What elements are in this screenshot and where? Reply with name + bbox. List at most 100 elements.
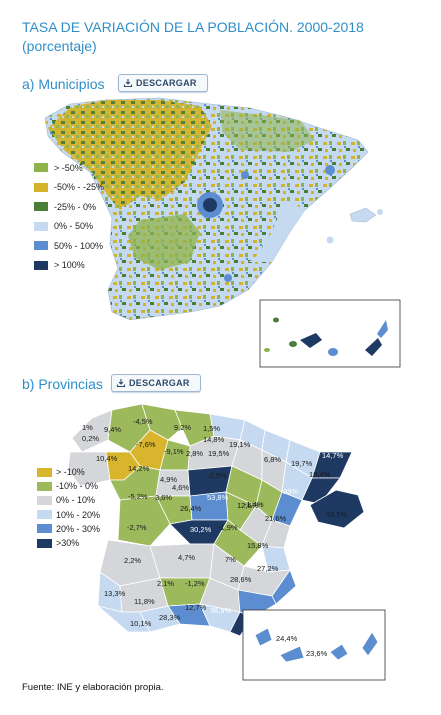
legend-provincias: > -10% -10% - 0% 0% - 10% 10% - 20% 20% - 30… — [37, 465, 100, 550]
legend-item: > -50% — [34, 158, 104, 178]
province-label: 4,9% — [160, 475, 177, 484]
legend-swatch — [34, 241, 48, 251]
legend-item: > 100% — [34, 256, 104, 276]
legend-swatch — [37, 481, 52, 491]
legend-municipios: > -50% -50% - -25% -25% - 0% 0% - 50% 50% - … — [34, 158, 104, 275]
legend-item: -50% - -25% — [34, 178, 104, 198]
province-label: 10,1% — [130, 619, 152, 628]
download-button-label: DESCARGAR — [136, 78, 197, 88]
province-label: -1,4% — [244, 500, 264, 509]
province-label: 24,4% — [276, 634, 298, 643]
download-icon — [123, 79, 133, 88]
legend-label: 20% - 30% — [56, 523, 101, 534]
legend-label: 50% - 100% — [54, 240, 104, 251]
legend-item: 0% - 10% — [37, 493, 100, 507]
province-label: -1,9% — [218, 523, 238, 532]
province-value-labels: 1% 9,4% -4,5% 9,2% 1,5% 14,8% 19,1% 0,2%… — [82, 417, 348, 658]
legend-swatch — [34, 260, 48, 270]
province-label: 1,5% — [203, 424, 220, 433]
province-label: 9,4% — [104, 425, 121, 434]
source-footer: Fuente: INE y elaboración propia. — [22, 682, 164, 693]
page-title: TASA DE VARIACIÓN DE LA POBLACIÓN. 2000-… — [22, 18, 422, 56]
province-label: 14,8% — [203, 435, 225, 444]
legend-label: > -10% — [56, 467, 85, 478]
section-a-label: a) Municipios — [22, 76, 105, 92]
province-label: -5,2% — [128, 492, 148, 501]
download-button-label: DESCARGAR — [129, 378, 190, 388]
legend-swatch — [37, 467, 52, 477]
province-label: 2,1% — [157, 579, 174, 588]
municipios-map — [44, 97, 401, 368]
province-label: 23,6% — [306, 649, 328, 658]
province-label: 15,8% — [247, 541, 269, 550]
province-label: 12,7% — [185, 603, 207, 612]
legend-swatch — [34, 163, 48, 173]
province-label: 21,6% — [265, 514, 287, 523]
province-label: 2,8% — [186, 449, 203, 458]
provincias-map — [67, 403, 386, 681]
legend-label: 0% - 10% — [56, 495, 96, 506]
province-label: 10,4% — [96, 454, 118, 463]
province-label: -9,1% — [164, 447, 184, 456]
province-label: 19,4% — [309, 470, 331, 479]
province-label: 33,5% — [326, 510, 348, 519]
province-label: 0,2% — [82, 434, 99, 443]
legend-label: > -50% — [54, 162, 83, 173]
province-label: 2,2% — [124, 556, 141, 565]
legend-label: >30% — [56, 538, 80, 549]
province-label: -2,5% — [207, 471, 227, 480]
province-label: 1% — [82, 423, 93, 432]
legend-item: > -10% — [37, 465, 100, 479]
legend-swatch — [34, 182, 48, 192]
province-label: 4,7% — [178, 553, 195, 562]
province-label: 7% — [225, 555, 236, 564]
legend-label: -25% - 0% — [54, 201, 97, 212]
province-label: 30,2% — [190, 525, 212, 534]
province-label: 14,7% — [322, 451, 344, 460]
province-label: 6,8% — [264, 455, 281, 464]
province-label: 3,6% — [155, 493, 172, 502]
province-label: 26,4% — [180, 504, 202, 513]
legend-swatch — [37, 538, 52, 548]
legend-label: 10% - 20% — [56, 509, 101, 520]
legend-swatch — [37, 524, 52, 534]
title-line: TASA DE VARIACIÓN DE LA POBLACIÓN. 2000-… — [22, 19, 364, 35]
province-label: 28,6% — [230, 575, 252, 584]
province-label: 36,9% — [210, 606, 232, 615]
province-label: 4,6% — [172, 483, 189, 492]
legend-item: 20% - 30% — [37, 522, 100, 536]
province-label: 53,8% — [207, 493, 229, 502]
section-b-label: b) Provincias — [22, 376, 103, 392]
province-label: 19,1% — [229, 440, 251, 449]
legend-item: 0% - 50% — [34, 217, 104, 237]
download-button-provincias[interactable]: DESCARGAR — [111, 374, 201, 392]
province-label: -7,6% — [136, 440, 156, 449]
province-label: -4,5% — [133, 417, 153, 426]
legend-item: 50% - 100% — [34, 236, 104, 256]
legend-item: >30% — [37, 536, 100, 550]
legend-label: > 100% — [54, 260, 85, 271]
province-label: 28,3% — [159, 613, 181, 622]
legend-item: -10% - 0% — [37, 479, 100, 493]
province-label: 27,2% — [257, 564, 279, 573]
province-label: 11,8% — [134, 597, 155, 606]
legend-swatch — [37, 495, 52, 505]
province-label: 33% — [283, 487, 298, 496]
legend-swatch — [34, 202, 48, 212]
legend-item: 10% - 20% — [37, 508, 100, 522]
province-label: 9,2% — [174, 423, 191, 432]
province-label: 19,7% — [291, 459, 313, 468]
province-label: 14,2% — [128, 464, 150, 473]
legend-swatch — [37, 510, 52, 520]
download-icon — [116, 379, 126, 388]
province-label: 12,6% — [237, 501, 259, 510]
province-label: 19,5% — [208, 449, 230, 458]
province-label: -1,2% — [185, 579, 205, 588]
province-label: 13,3% — [104, 589, 126, 598]
download-button-municipios[interactable]: DESCARGAR — [118, 74, 208, 92]
legend-swatch — [34, 221, 48, 231]
legend-label: -10% - 0% — [56, 481, 99, 492]
subtitle-line: (porcentaje) — [22, 38, 97, 54]
legend-label: 0% - 50% — [54, 221, 94, 232]
